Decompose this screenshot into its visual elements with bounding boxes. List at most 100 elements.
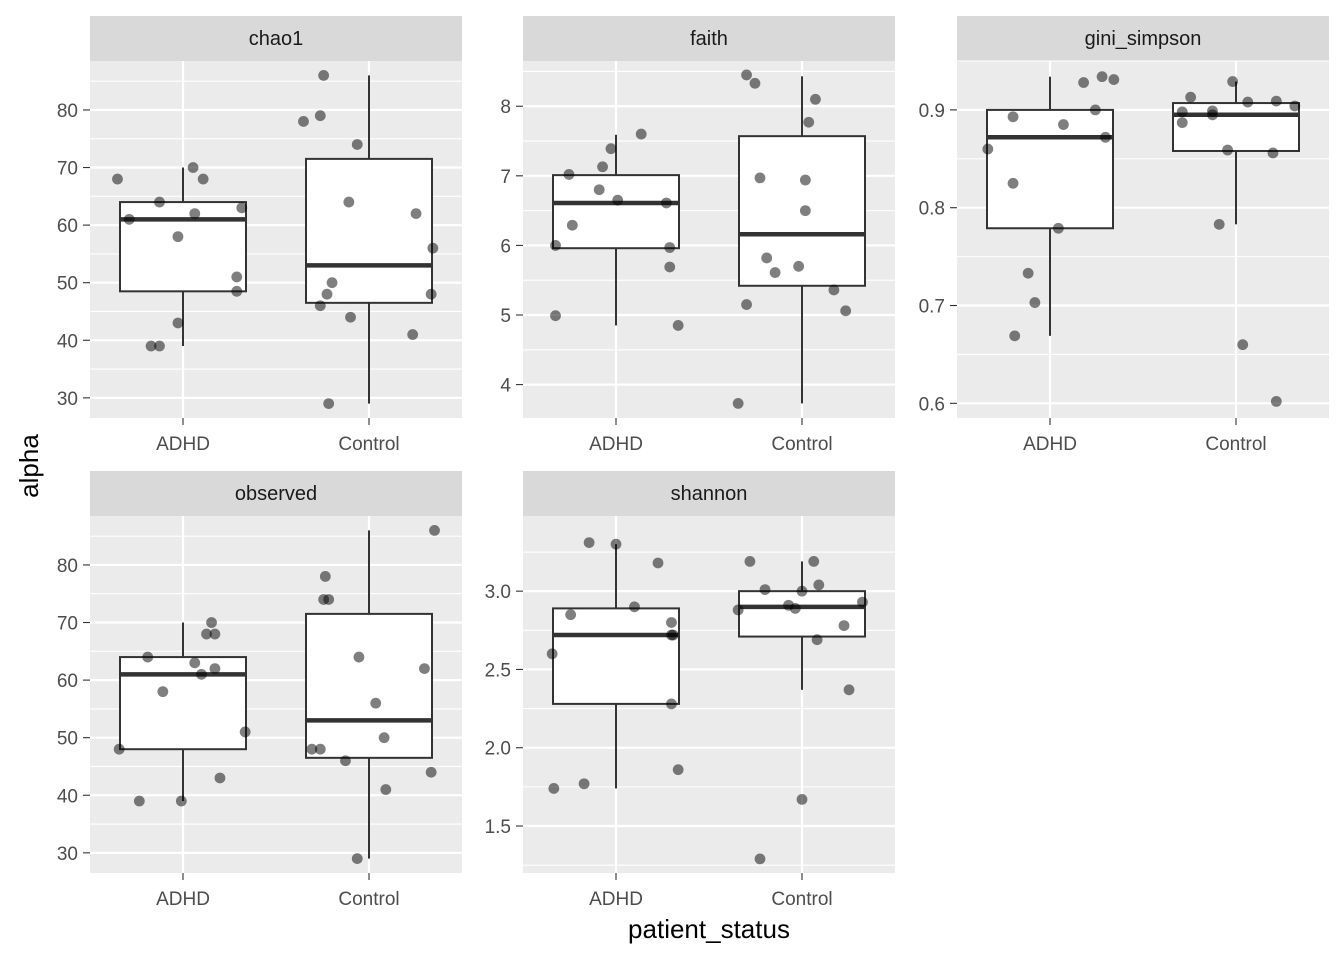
data-point [172,317,184,329]
data-point [189,208,201,219]
data-point [1053,222,1064,234]
data-point [314,300,326,312]
data-point [236,202,248,214]
data-point [370,697,382,709]
data-point [196,668,207,680]
data-point [113,743,125,755]
data-points [982,71,1301,407]
data-point [754,853,766,865]
box-iqr [986,108,1114,230]
data-point [172,231,184,243]
y-tick-label: 60 [57,671,78,692]
data-point [857,596,868,608]
y-tick-label: 2.0 [485,739,511,760]
data-point [761,252,773,264]
data-point [407,329,419,340]
facet-panel-shannon: shannon 1.5 2.0 2.5 3.0 ADHD Control [485,471,895,910]
data-point [597,161,608,173]
data-point [351,139,363,150]
data-point [154,340,165,352]
data-point [796,794,808,805]
data-point [550,240,561,251]
y-tick-label: 60 [57,216,78,237]
data-point [175,795,187,807]
data-point [1267,147,1279,159]
facet-strip-label: chao1 [249,28,304,50]
data-point [314,110,326,122]
data-point [749,77,761,89]
facet-panels: chao1 30 40 50 60 70 80 ADHD Control faith 4 5 6 7 8 AD… [57,16,1329,910]
x-tick-label: Control [338,889,399,910]
facet-strip-label: faith [690,28,728,50]
data-point [145,340,157,352]
data-point [239,726,251,738]
facet-strip [90,471,462,516]
data-point [593,184,605,196]
data-point [1207,109,1218,121]
data-point [112,173,123,185]
boxplot-control [305,530,433,859]
data-point [306,743,318,755]
data-point [157,686,169,698]
data-point [298,116,309,127]
data-point [1237,339,1249,351]
data-point [808,556,820,567]
data-point [201,628,212,640]
y-tick-label: 70 [57,614,78,635]
data-point [744,556,756,567]
data-point [1007,111,1019,123]
y-tick-label: 30 [57,389,78,410]
data-point [214,772,226,784]
y-tick-label: 4 [500,376,511,397]
data-point [664,242,676,253]
y-tick-label: 40 [57,331,78,352]
data-point [652,557,664,569]
data-point [1058,119,1069,130]
y-tick-label: 50 [57,729,78,750]
data-point [425,288,437,300]
data-point [1176,117,1188,129]
data-point [123,213,135,225]
data-point [340,755,351,767]
data-point [133,795,145,807]
data-point [1270,395,1282,407]
data-point [1242,96,1254,108]
facet-panel-gini-simpson: gini_simpson 0.6 0.7 0.8 0.9 ADHD Control [919,16,1329,455]
box-iqr [119,656,247,751]
x-tick-label: Control [771,434,832,455]
data-point [197,173,209,185]
data-point [351,853,363,865]
data-point [1270,95,1282,107]
data-point [410,208,422,219]
x-tick-label: Control [771,889,832,910]
y-tick-label: 5 [500,306,511,327]
data-point [429,524,440,536]
data-point [314,743,326,755]
data-point [796,585,808,597]
x-tick-label: Control [1205,434,1266,455]
data-point [548,783,560,794]
y-tick-label: 8 [500,97,511,118]
data-point [231,271,243,283]
data-point [1108,74,1120,85]
boxplot-control [305,75,433,404]
data-point [629,601,640,613]
data-point [840,305,852,317]
data-point [813,579,825,591]
data-point [759,584,771,595]
box-iqr [1172,102,1300,152]
data-point [828,284,840,296]
data-point [326,277,338,289]
data-point [583,537,595,549]
data-point [142,651,154,663]
data-points [546,537,868,865]
x-tick-label: ADHD [1023,434,1077,455]
data-point [612,194,624,206]
data-point [319,571,331,582]
y-tick-label: 50 [57,274,78,295]
y-tick-label: 30 [57,844,78,865]
facet-strip-label: observed [235,483,317,505]
data-point [672,764,684,776]
data-point [838,620,850,632]
